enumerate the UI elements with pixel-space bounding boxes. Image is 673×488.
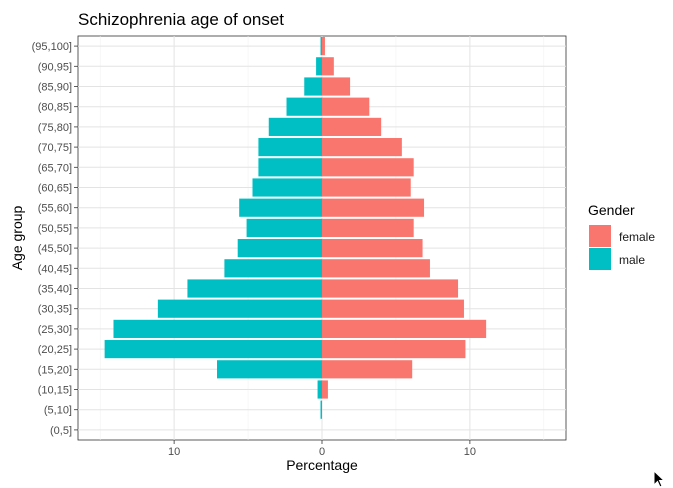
bar-female (322, 138, 402, 157)
bar-male (217, 360, 322, 379)
y-tick-label: (25,30] (38, 324, 72, 336)
bar-female (322, 299, 464, 318)
y-tick-label: (20,25] (38, 344, 72, 356)
mouse-pointer-icon (653, 470, 665, 488)
bar-female (322, 77, 351, 96)
bar-male (317, 380, 322, 399)
x-tick-label: 0 (319, 446, 325, 458)
bar-male (104, 340, 322, 359)
bar-female (322, 57, 334, 76)
bar-female (322, 37, 325, 56)
y-tick-label: (75,80] (38, 122, 72, 134)
bar-female (322, 158, 414, 177)
y-tick-label: (10,15] (38, 385, 72, 397)
bar-male (157, 299, 322, 318)
bar-female (322, 340, 466, 359)
y-tick-label: (35,40] (38, 284, 72, 296)
bar-female (322, 178, 411, 197)
bar-male (268, 117, 322, 136)
y-tick-label: (90,95] (38, 61, 72, 73)
bar-male (113, 319, 322, 338)
x-tick-label: 10 (464, 446, 476, 458)
bar-female (322, 319, 487, 338)
legend-label-female: female (619, 230, 655, 244)
bar-male (246, 218, 322, 237)
bar-male (252, 178, 322, 197)
x-tick-label: 10 (168, 446, 180, 458)
bar-male (187, 279, 322, 298)
bar-male (237, 239, 322, 258)
bar-male (316, 57, 322, 76)
bar-female (322, 239, 423, 258)
bar-female (322, 380, 328, 399)
bar-female (322, 117, 382, 136)
bar-male (224, 259, 322, 278)
legend-key-female (589, 225, 611, 247)
bar-female (322, 259, 430, 278)
y-axis-ticks: (0,5] (5,10] (10,15] (15,20] (20,25] (25,30] (… (32, 41, 78, 437)
bar-male (320, 37, 322, 56)
bar-female (322, 218, 414, 237)
bar-male (239, 198, 322, 217)
y-tick-label: (45,50] (38, 243, 72, 255)
legend-title: Gender (588, 202, 635, 218)
bar-male (286, 97, 322, 116)
legend-label-male: male (619, 253, 645, 267)
y-tick-label: (5,10] (44, 405, 72, 417)
y-tick-label: (30,35] (38, 304, 72, 316)
y-tick-label: (80,85] (38, 102, 72, 114)
y-tick-label: (60,65] (38, 183, 72, 195)
legend: Gender female male (588, 202, 655, 270)
y-tick-label: (70,75] (38, 142, 72, 154)
bar-female (322, 360, 413, 379)
y-tick-label: (40,45] (38, 263, 72, 275)
legend-key-male (589, 248, 611, 270)
y-tick-label: (65,70] (38, 162, 72, 174)
y-tick-label: (85,90] (38, 82, 72, 94)
chart-title: Schizophrenia age of onset (78, 10, 284, 29)
bar-female (322, 97, 370, 116)
x-axis-ticks: 10 0 10 (168, 440, 476, 458)
x-axis-label: Percentage (286, 457, 358, 473)
bar-female (322, 198, 425, 217)
bar-male (258, 158, 322, 177)
y-tick-label: (0,5] (50, 425, 72, 437)
bar-female (322, 279, 459, 298)
y-tick-label: (50,55] (38, 223, 72, 235)
y-axis-label: Age group (9, 205, 25, 270)
y-tick-label: (55,60] (38, 203, 72, 215)
bar-male (304, 77, 322, 96)
y-tick-label: (95,100] (32, 41, 72, 53)
bars (104, 37, 487, 419)
bar-male (258, 138, 322, 157)
bar-male (320, 400, 322, 419)
y-tick-label: (15,20] (38, 364, 72, 376)
